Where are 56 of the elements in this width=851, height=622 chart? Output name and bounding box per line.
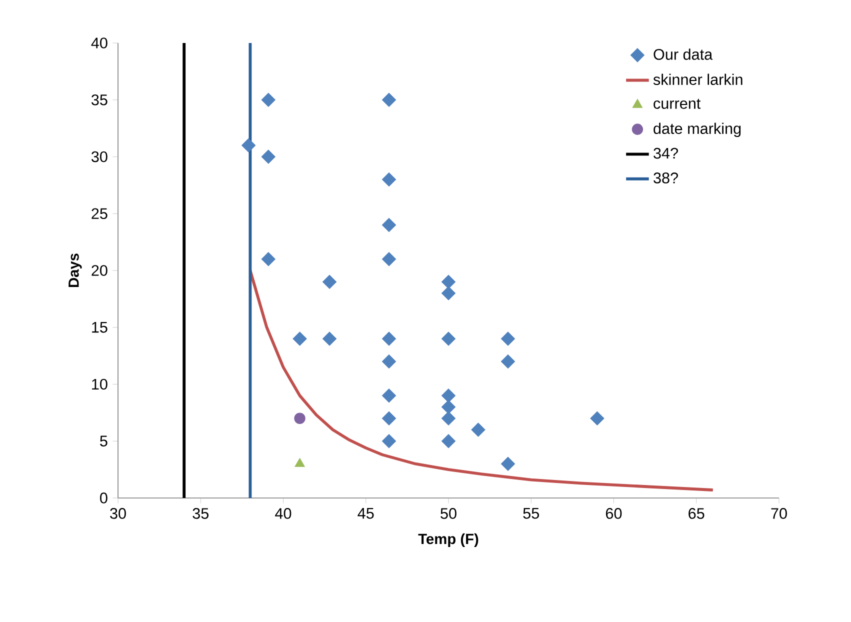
x-tick-label: 55 bbox=[523, 508, 540, 519]
x-tick-label: 70 bbox=[771, 508, 787, 519]
point bbox=[261, 92, 276, 107]
y-tick-label: 40 bbox=[91, 38, 108, 48]
point bbox=[471, 422, 486, 437]
point bbox=[441, 388, 456, 403]
point bbox=[382, 388, 396, 403]
y-tick-label: 0 bbox=[100, 492, 108, 504]
legend-label: 38? bbox=[654, 172, 678, 184]
x-tick-label: 60 bbox=[606, 508, 622, 519]
point bbox=[322, 274, 337, 289]
x-tick-label: 50 bbox=[440, 508, 456, 519]
point bbox=[292, 332, 307, 346]
point bbox=[294, 412, 306, 424]
point bbox=[382, 252, 396, 266]
y-axis-title: Days bbox=[68, 254, 82, 288]
y-tick-label: 15 bbox=[92, 322, 108, 333]
point bbox=[382, 218, 396, 232]
point bbox=[382, 332, 396, 346]
legend-label: skinner larkin bbox=[653, 74, 742, 85]
point bbox=[322, 332, 337, 346]
point bbox=[382, 172, 396, 187]
point bbox=[382, 92, 396, 107]
point bbox=[500, 354, 516, 369]
point bbox=[261, 150, 276, 164]
x-tick-label: 30 bbox=[110, 508, 126, 519]
y-tick-label: 30 bbox=[91, 151, 108, 162]
line-series bbox=[248, 269, 714, 492]
legend-label: 34? bbox=[654, 148, 678, 159]
x-axis-title: Temp (F) bbox=[418, 533, 478, 548]
point bbox=[441, 332, 456, 346]
x-tick-label: 65 bbox=[688, 508, 704, 519]
x-tick-label: 45 bbox=[358, 508, 374, 519]
point bbox=[441, 411, 456, 426]
point bbox=[441, 434, 456, 448]
point bbox=[382, 411, 396, 426]
x-tick-label: 40 bbox=[275, 508, 292, 519]
point bbox=[241, 138, 256, 152]
point bbox=[441, 286, 456, 300]
point bbox=[382, 434, 396, 448]
y-tick-label: 10 bbox=[92, 378, 108, 390]
legend-label: date marking bbox=[654, 122, 741, 138]
y-tick-label: 20 bbox=[92, 265, 108, 276]
y-tick-label: 35 bbox=[91, 94, 108, 106]
legend-label: Our data bbox=[654, 48, 713, 60]
point bbox=[441, 274, 456, 289]
point bbox=[590, 411, 604, 426]
point bbox=[261, 252, 276, 266]
point bbox=[382, 354, 396, 369]
point bbox=[441, 400, 456, 414]
y-tick-label: 5 bbox=[100, 436, 108, 446]
point bbox=[500, 332, 516, 346]
point bbox=[500, 456, 516, 471]
y-tick-label: 25 bbox=[92, 208, 108, 220]
legend-label: current bbox=[654, 98, 701, 109]
x-tick-label: 35 bbox=[192, 508, 209, 519]
